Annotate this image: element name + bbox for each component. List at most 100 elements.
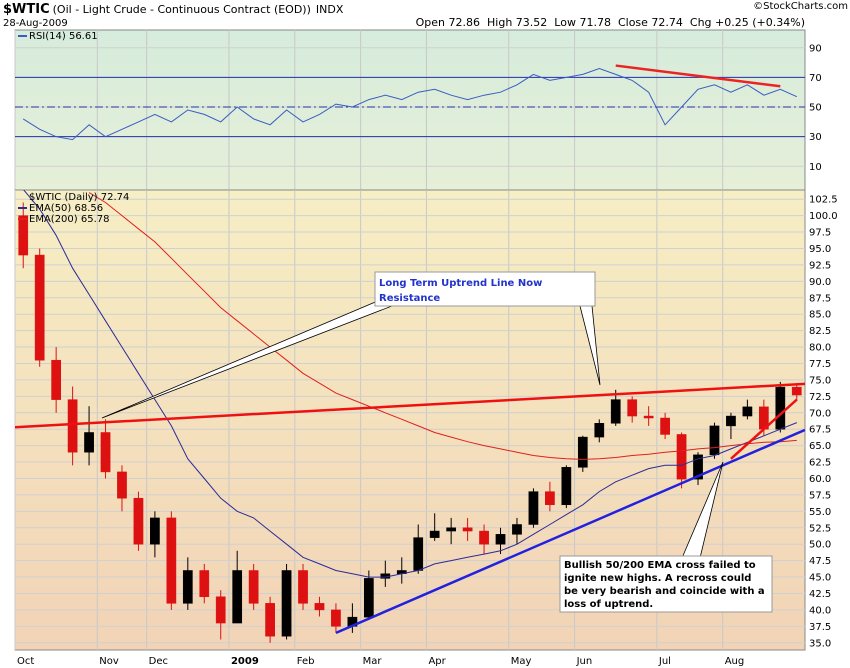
quote-item: High 73.52 (487, 16, 547, 29)
x-tick-label: Jun (576, 656, 593, 667)
candle-body (182, 570, 193, 604)
candle-body (726, 415, 736, 427)
y-tick-label: 80.0 (809, 343, 831, 354)
y-tick-label: 50 (809, 103, 822, 114)
candle-body (51, 359, 62, 400)
candle-body (561, 467, 572, 506)
x-tick-label: Jul (658, 656, 671, 667)
date: 28-Aug-2009 (3, 18, 68, 29)
candle-body (100, 432, 111, 473)
credit: ©StockCharts.com (753, 1, 848, 12)
callouts: Long Term Uptrend Line Now Resistance Bu… (101, 271, 773, 613)
y-tick-label: 60.0 (809, 474, 831, 485)
trend-line (615, 64, 781, 88)
y-tick-label: 67.5 (809, 425, 831, 436)
y-tick-label: 57.5 (809, 490, 831, 501)
candle-body (265, 603, 275, 637)
y-tick-label: 87.5 (809, 293, 831, 304)
candle-body (34, 254, 45, 361)
y-tick-label: 102.5 (809, 195, 838, 206)
y-tick-label: 85.0 (809, 310, 831, 321)
x-tick-label: Feb (297, 656, 315, 667)
y-tick-label: 90 (809, 43, 822, 54)
candle-body (528, 491, 539, 525)
candle-body (446, 527, 457, 532)
y-tick-label: 40.0 (809, 605, 831, 616)
y-tick-label: 45.0 (809, 573, 831, 584)
series-line (88, 192, 797, 460)
y-tick-label: 62.5 (809, 458, 831, 469)
candle-body (577, 436, 588, 468)
y-tick-label: 92.5 (809, 260, 831, 271)
quote: Open 72.86 High 73.52 Low 71.78 Close 72.74… (416, 16, 805, 29)
y-tick-label: 72.5 (809, 392, 831, 403)
header-line: $WTIC (Oil - Light Crude - Continuous Con… (3, 2, 344, 17)
y-tick-label: 97.5 (809, 228, 831, 239)
annotation-text: ignite new highs. A recross could (564, 573, 751, 584)
x-tick-label: 2009 (231, 656, 259, 667)
legend-label: EMA(50) 68.56 (29, 203, 103, 214)
quote-item: Chg +0.25 (+0.34%) (690, 16, 805, 29)
annotation-text: loss of uptrend. (564, 599, 653, 610)
trend-line (730, 398, 798, 460)
y-tick-label: 52.5 (809, 523, 831, 534)
candle-body (693, 454, 703, 480)
trend-line (15, 382, 805, 429)
candle-body (791, 386, 802, 396)
y-tick-label: 10 (809, 162, 822, 173)
y-tick-label: 90.0 (809, 277, 831, 288)
y-tick-label: 65.0 (809, 441, 831, 452)
candle-body (281, 570, 292, 637)
legend-label: RSI(14) 56.61 (29, 31, 98, 42)
candle-body (331, 609, 341, 627)
x-tick-label: Aug (725, 656, 745, 667)
candle-body (133, 497, 144, 545)
annotation-text: Resistance (379, 293, 440, 304)
title: $WTIC (3, 2, 50, 17)
candle-body (314, 603, 325, 611)
x-tick-label: Apr (428, 656, 446, 667)
plot-area (15, 64, 805, 141)
y-tick-label: 95.0 (809, 244, 831, 255)
candle-body (610, 399, 621, 424)
candle-body (363, 578, 374, 618)
candle-body (709, 425, 720, 456)
candle-body (18, 215, 29, 256)
candle-body (676, 434, 687, 480)
candle-body (232, 570, 243, 624)
x-tick-label: Mar (363, 656, 383, 667)
y-tick-label: 42.5 (809, 589, 831, 600)
candle-body (117, 471, 127, 499)
candle-body (429, 530, 440, 538)
subtitle: (Oil - Light Crude - Continuous Contract… (53, 3, 311, 16)
candle-body (150, 517, 160, 545)
candle-body (643, 415, 654, 419)
candle-body (84, 432, 94, 453)
y-tick-label: 47.5 (809, 556, 831, 567)
y-tick-label: 100.0 (809, 211, 838, 222)
y-tick-label: 35.0 (809, 638, 831, 649)
candle-body (215, 596, 226, 624)
x-tick-label: May (511, 656, 532, 667)
candle-body (545, 491, 555, 506)
candle-body (512, 524, 522, 535)
candle-body (413, 537, 424, 571)
candle-body (166, 517, 177, 604)
annotation-text: Long Term Uptrend Line Now (379, 278, 542, 289)
x-tick-label: Oct (17, 656, 34, 667)
y-tick-label: 70 (809, 73, 822, 84)
candle-body (627, 399, 638, 417)
x-tick-label: Dec (149, 656, 168, 667)
plot-area (15, 190, 805, 643)
y-tick-label: 82.5 (809, 326, 831, 337)
candle-body (298, 570, 308, 604)
candle-body (479, 530, 489, 545)
annotation-box (559, 555, 773, 613)
annotation-box (374, 271, 596, 307)
y-tick-label: 30 (809, 132, 822, 143)
y-tick-label: 55.0 (809, 507, 831, 518)
quote-item: Low 71.78 (554, 16, 611, 29)
candle-body (248, 570, 259, 604)
series-line (22, 67, 798, 141)
